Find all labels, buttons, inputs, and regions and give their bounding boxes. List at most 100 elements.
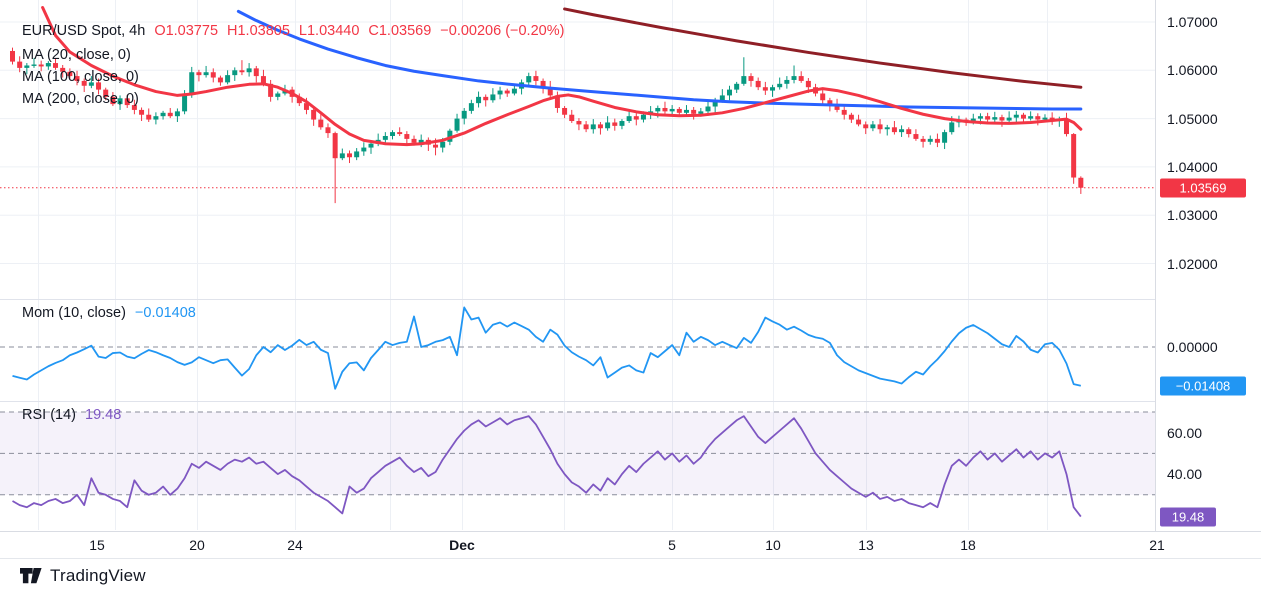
candle-body xyxy=(533,76,539,81)
rsi-value: 19.48 xyxy=(85,407,122,423)
price-tick-label: 1.04000 xyxy=(1167,158,1218,175)
rsi-value-badge: 19.48 xyxy=(1160,507,1216,527)
candle-body xyxy=(870,124,876,129)
candle-body xyxy=(576,121,582,125)
candle-body xyxy=(1063,119,1069,135)
candle-body xyxy=(913,134,919,139)
candle-body xyxy=(762,87,768,91)
candle-body xyxy=(934,138,940,143)
candle-body xyxy=(619,121,625,126)
candle-body xyxy=(590,124,596,130)
candle-body xyxy=(698,111,704,114)
ohlc-open: O1.03775 xyxy=(154,23,219,39)
candle-body xyxy=(418,139,424,143)
candle-body xyxy=(597,124,603,129)
candle-body xyxy=(483,96,489,101)
candle-body xyxy=(339,153,345,159)
symbol-legend-row[interactable]: EUR/USD Spot, 4h O1.03775 H1.03805 L1.03440… xyxy=(22,23,564,39)
candle-body xyxy=(497,90,503,95)
candle-body xyxy=(547,87,553,96)
candle-body xyxy=(411,138,417,143)
last-price-badge: 1.03569 xyxy=(1160,178,1246,198)
candle-body xyxy=(31,64,37,66)
candle-body xyxy=(891,127,897,133)
candle-body xyxy=(189,72,195,94)
candle-body xyxy=(232,70,238,76)
candle-body xyxy=(468,103,474,111)
price-tick-label: 1.07000 xyxy=(1167,14,1218,30)
candle-body xyxy=(160,112,166,117)
candle-body xyxy=(382,135,388,140)
candle-body xyxy=(727,89,732,96)
candle-body xyxy=(942,132,948,143)
candle-body xyxy=(784,79,790,84)
candle-body xyxy=(260,76,266,84)
candle-body xyxy=(655,107,661,112)
momentum-value: −0.01408 xyxy=(134,305,196,321)
ohlc-change: −0.00206 (−0.20%) xyxy=(440,23,565,39)
candle-body xyxy=(626,116,632,122)
candle-body xyxy=(476,96,482,104)
candle-body xyxy=(676,108,682,113)
candle-body xyxy=(712,100,718,107)
momentum-legend-row[interactable]: Mom (10, close) −0.01408 xyxy=(22,305,196,321)
candle-body xyxy=(103,89,109,97)
candle-body xyxy=(217,77,223,83)
ma20-label: MA (20, close, 0) xyxy=(22,47,131,63)
momentum-value-badge: −0.01408 xyxy=(1160,376,1246,396)
price-tick-label: 1.03000 xyxy=(1167,207,1218,224)
candle-body xyxy=(669,108,675,112)
time-axis[interactable]: 15 20 24 Dec 5 10 13 18 21 xyxy=(0,531,1261,559)
candle-body xyxy=(612,122,618,126)
symbol-title[interactable]: EUR/USD Spot, 4h xyxy=(22,23,146,39)
ma200-label: MA (200, close, 0) xyxy=(22,91,139,107)
candle-body xyxy=(24,65,30,68)
candle-body xyxy=(60,67,66,72)
candle-body xyxy=(346,153,352,158)
candle-body xyxy=(791,76,797,80)
ma200-line xyxy=(563,7,1083,89)
candle-body xyxy=(884,127,890,130)
candle-body xyxy=(404,134,410,139)
candle-body xyxy=(977,116,983,119)
candle-body xyxy=(131,105,137,110)
ma100-label: MA (100, close, 0) xyxy=(22,69,139,85)
candle-body xyxy=(325,127,331,134)
candle-body xyxy=(38,64,44,67)
tradingview-watermark-text: TradingView xyxy=(50,566,146,585)
candle-body xyxy=(633,116,639,120)
candle-body xyxy=(640,114,646,120)
candle-body xyxy=(734,83,740,90)
time-tick-label: 13 xyxy=(858,537,874,553)
candle-body xyxy=(354,151,360,158)
time-tick-label: 18 xyxy=(960,537,976,553)
tradingview-watermark[interactable]: TradingView xyxy=(20,566,146,586)
candle-body xyxy=(124,98,130,106)
candle-body xyxy=(705,106,711,112)
price-axis[interactable]: 1.07000 1.06000 1.05000 1.04000 1.03000 1.020… xyxy=(1155,0,1261,558)
time-tick-label: 15 xyxy=(89,537,105,553)
ma20-legend-row[interactable]: MA (20, close, 0) xyxy=(22,47,131,63)
candle-body xyxy=(67,71,73,77)
candle-body xyxy=(146,114,152,120)
candle-body xyxy=(920,138,926,142)
ohlc-high: H1.03805 xyxy=(227,23,290,39)
rsi-legend-row[interactable]: RSI (14) 19.48 xyxy=(22,407,121,423)
candle-body xyxy=(562,107,568,115)
candle-body xyxy=(856,119,862,125)
candle-body xyxy=(196,72,202,76)
candle-body xyxy=(303,103,309,110)
time-tick-label: 20 xyxy=(189,537,205,553)
candle-body xyxy=(361,147,367,152)
chart-plot-area[interactable] xyxy=(0,0,1155,530)
ma100-legend-row[interactable]: MA (100, close, 0) xyxy=(22,69,139,85)
candle-body xyxy=(1078,177,1084,188)
candle-body xyxy=(139,109,145,115)
ma20-line xyxy=(41,6,1083,147)
candle-body xyxy=(490,94,496,101)
ma200-legend-row[interactable]: MA (200, close, 0) xyxy=(22,91,139,107)
candle-body xyxy=(777,83,783,88)
candle-body xyxy=(390,132,396,136)
candle-body xyxy=(683,109,689,113)
